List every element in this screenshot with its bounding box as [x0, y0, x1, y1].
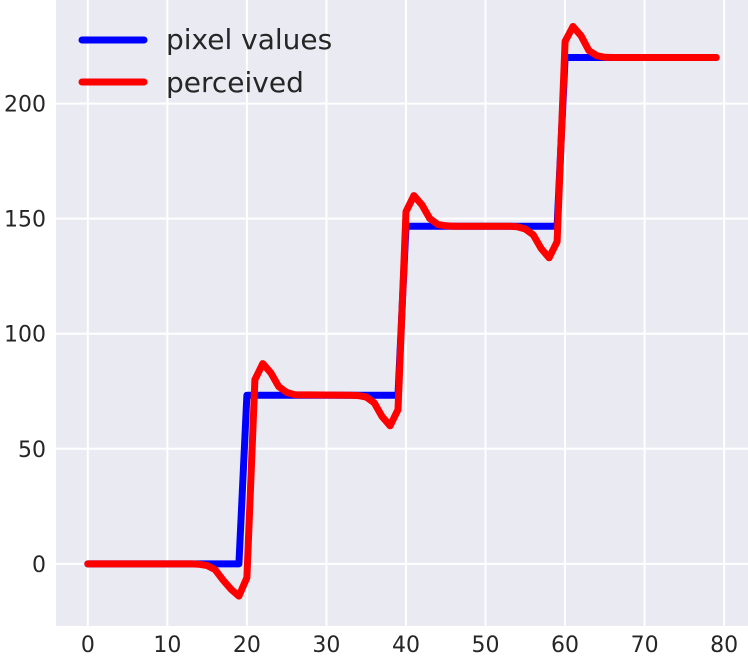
x-tick-label: 30 — [312, 633, 340, 658]
legend-label-pixel-values: pixel values — [166, 23, 332, 56]
x-axis-ticks: 0 10 20 30 40 50 60 70 80 — [81, 633, 738, 658]
grid-lines — [56, 0, 748, 626]
y-tick-label: 0 — [32, 553, 46, 578]
y-tick-label: 200 — [4, 93, 46, 118]
x-tick-label: 50 — [472, 633, 500, 658]
legend: pixel values perceived — [78, 23, 332, 99]
y-tick-label: 150 — [4, 208, 46, 233]
x-tick-label: 80 — [710, 633, 738, 658]
x-tick-label: 40 — [392, 633, 420, 658]
x-tick-label: 0 — [81, 633, 95, 658]
series-line-perceived — [84, 23, 720, 600]
series-lines — [84, 23, 720, 600]
x-tick-label: 20 — [233, 633, 261, 658]
x-tick-label: 10 — [153, 633, 181, 658]
y-tick-label: 100 — [4, 323, 46, 348]
x-tick-label: 60 — [551, 633, 579, 658]
x-tick-label: 70 — [631, 633, 659, 658]
legend-label-perceived: perceived — [166, 66, 304, 99]
y-axis-ticks: 0 50 100 150 200 — [4, 93, 46, 578]
y-tick-label: 50 — [18, 438, 46, 463]
